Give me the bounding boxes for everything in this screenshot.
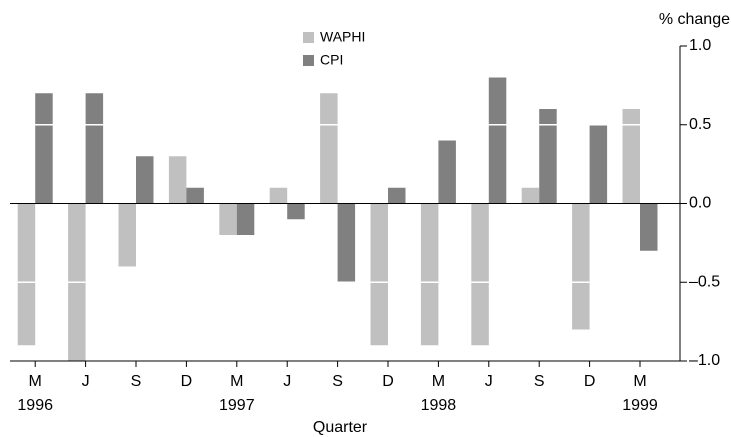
bar: [136, 156, 154, 204]
bar: [287, 203, 305, 220]
year-label: 1999: [622, 397, 658, 414]
x-tick-label: M: [633, 373, 646, 390]
bar: [539, 109, 557, 204]
bar: [85, 93, 104, 204]
year-label: 1998: [421, 397, 457, 414]
y-tick-label: –1.0: [689, 352, 720, 369]
year-label: 1997: [219, 397, 255, 414]
bar: [35, 93, 53, 204]
bar: [471, 203, 489, 346]
bar: [168, 156, 187, 204]
legend-swatch: [303, 32, 314, 43]
bar: [488, 77, 507, 204]
bar: [337, 203, 356, 283]
bar: [420, 203, 439, 346]
y-tick-label: 0.0: [689, 195, 711, 212]
y-axis-label: % change: [659, 11, 730, 28]
bar: [622, 109, 640, 204]
bar: [236, 203, 255, 235]
x-axis-label: Quarter: [313, 419, 368, 436]
bar: [438, 140, 456, 204]
x-tick-label: D: [584, 373, 596, 390]
legend-label: WAPHI: [320, 29, 365, 45]
bar: [521, 187, 540, 204]
y-tick-label: –0.5: [689, 273, 720, 290]
legend-label: CPI: [320, 52, 343, 68]
bar: [269, 187, 288, 204]
bar: [17, 203, 36, 346]
x-tick-label: S: [332, 373, 343, 390]
bar: [118, 203, 136, 267]
x-tick-label: J: [485, 373, 493, 390]
bar: [388, 187, 406, 204]
x-tick-label: M: [230, 373, 243, 390]
x-tick-label: J: [82, 373, 90, 390]
y-tick-label: 0.5: [689, 116, 711, 133]
bar: [370, 203, 388, 346]
bar: [640, 203, 658, 251]
bar: [219, 203, 237, 235]
x-tick-label: S: [131, 373, 142, 390]
x-tick-label: D: [181, 373, 193, 390]
x-tick-label: J: [283, 373, 291, 390]
bar: [589, 124, 608, 204]
bar: [320, 93, 338, 204]
x-tick-label: D: [382, 373, 394, 390]
bar: [186, 187, 204, 204]
bar: [572, 203, 590, 330]
year-label: 1996: [17, 397, 53, 414]
legend-swatch: [303, 55, 314, 66]
y-tick-label: 1.0: [689, 37, 711, 54]
x-tick-label: S: [534, 373, 545, 390]
x-tick-label: M: [432, 373, 445, 390]
x-tick-label: M: [29, 373, 42, 390]
